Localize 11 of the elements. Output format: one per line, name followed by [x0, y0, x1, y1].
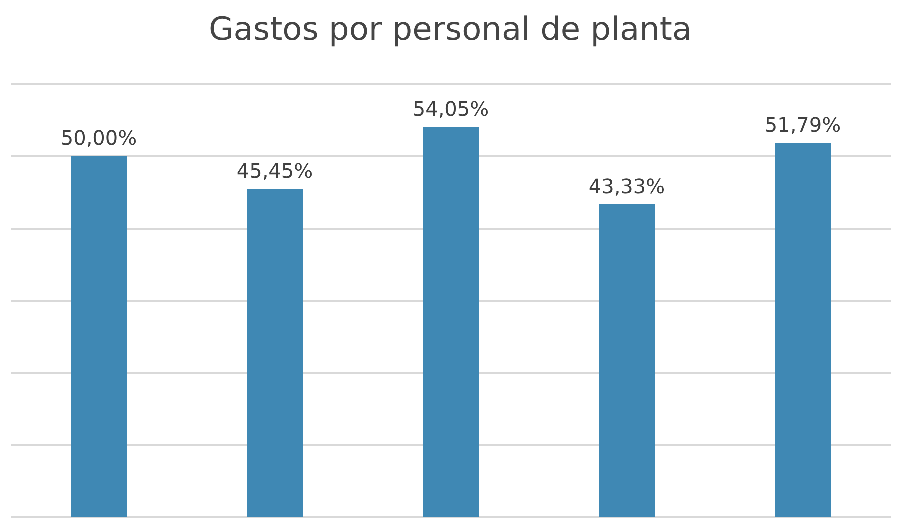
data-label: 51,79% [764, 113, 842, 138]
data-label: 54,05% [412, 96, 490, 121]
data-label: 50,00% [60, 126, 138, 150]
bar [247, 189, 303, 517]
data-label: 43,33% [588, 174, 666, 198]
bar [71, 156, 127, 517]
bar [423, 126, 479, 517]
data-label: 45,45% [236, 159, 314, 184]
bar [599, 204, 655, 517]
chart-title: Gastos por personal de planta [208, 10, 692, 48]
bar [775, 143, 831, 517]
